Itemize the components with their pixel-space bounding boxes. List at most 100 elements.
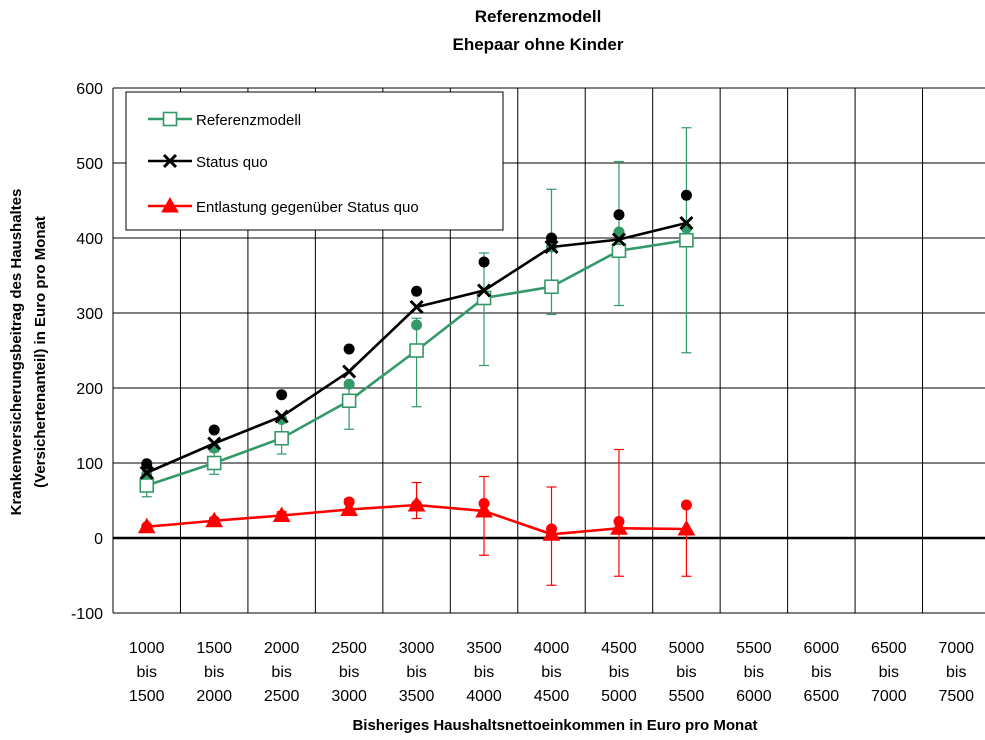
x-tick-label: 6500 bbox=[871, 640, 907, 657]
x-axis-label: Bisheriges Haushaltsnettoeinkommen in Eu… bbox=[352, 717, 757, 734]
point-status-quo bbox=[139, 465, 154, 480]
x-tick-label: 3000 bbox=[331, 688, 367, 705]
y-tick-label: 600 bbox=[76, 81, 103, 98]
y-tick-label: 200 bbox=[76, 381, 103, 398]
y-axis-label-line2: (Versichertenanteil) in Euro pro Monat bbox=[32, 216, 49, 488]
y-axis-ticks: -100 0 100 200 300 400 500 600 bbox=[71, 81, 103, 623]
point-entlastung bbox=[407, 495, 426, 512]
x-tick-label: 1000 bbox=[129, 640, 165, 657]
x-tick-label: 3500 bbox=[466, 640, 502, 657]
x-axis-ticks: 1000 bis 1500 1500 bis 2000 2000 bis 2500 2500 bis… bbox=[129, 640, 974, 705]
point-referenzmodell bbox=[611, 243, 627, 259]
dot-referenzmodell bbox=[343, 378, 355, 390]
x-tick-label: 1500 bbox=[129, 688, 165, 705]
x-tick-label: 4500 bbox=[601, 640, 637, 657]
x-tick-label: bis bbox=[946, 664, 966, 681]
series bbox=[137, 127, 696, 586]
legend: Referenzmodell Status quo Entlastung geg… bbox=[125, 91, 504, 231]
point-entlastung bbox=[272, 506, 291, 522]
point-entlastung bbox=[137, 517, 156, 534]
dot-status-quo bbox=[411, 285, 423, 297]
y-tick-label: 500 bbox=[76, 156, 103, 173]
x-tick-label: 6000 bbox=[804, 640, 840, 657]
series-status-quo bbox=[139, 189, 694, 480]
legend-label-entlastung: Entlastung gegenüber Status quo bbox=[196, 199, 419, 216]
x-tick-label: 2500 bbox=[331, 640, 367, 657]
x-tick-label: bis bbox=[406, 664, 426, 681]
chart-subtitle: Ehepaar ohne Kinder bbox=[453, 35, 624, 54]
dot-entlastung bbox=[680, 499, 692, 511]
dot-referenzmodell bbox=[411, 319, 423, 331]
y-tick-label: 300 bbox=[76, 306, 103, 323]
point-referenzmodell bbox=[409, 343, 424, 358]
x-tick-label: bis bbox=[271, 664, 291, 681]
dot-status-quo bbox=[343, 343, 355, 355]
dot-status-quo bbox=[141, 458, 153, 470]
point-referenzmodell bbox=[341, 393, 357, 409]
point-entlastung bbox=[677, 519, 696, 536]
x-tick-label: 2000 bbox=[264, 640, 300, 657]
dot-status-quo bbox=[208, 424, 220, 436]
x-tick-label: 4500 bbox=[534, 688, 570, 705]
point-status-quo bbox=[611, 232, 627, 247]
x-tick-label: 2500 bbox=[264, 688, 300, 705]
legend-marker-entlastung bbox=[161, 196, 179, 213]
dot-status-quo bbox=[546, 232, 557, 244]
legend-marker-referenzmodell bbox=[162, 111, 178, 127]
x-tick-label: 4000 bbox=[466, 688, 502, 705]
point-status-quo bbox=[409, 299, 424, 315]
x-tick-label: 4000 bbox=[534, 640, 570, 657]
point-entlastung bbox=[205, 511, 224, 528]
x-tick-label: bis bbox=[474, 664, 494, 681]
x-tick-label: bis bbox=[541, 664, 561, 681]
x-tick-label: bis bbox=[811, 664, 831, 681]
dot-status-quo bbox=[276, 389, 288, 401]
x-tick-label: 7500 bbox=[938, 688, 974, 705]
x-tick-label: bis bbox=[609, 664, 629, 681]
x-tick-label: 7000 bbox=[938, 640, 974, 657]
x-tick-label: bis bbox=[339, 664, 359, 681]
x-tick-label: 5000 bbox=[601, 688, 637, 705]
series-entlastung bbox=[137, 448, 696, 586]
point-entlastung bbox=[475, 501, 493, 518]
point-entlastung bbox=[340, 500, 358, 516]
x-tick-label: bis bbox=[676, 664, 696, 681]
point-status-quo bbox=[544, 239, 559, 255]
point-referenzmodell bbox=[274, 430, 289, 446]
dot-status-quo bbox=[478, 256, 490, 268]
x-tick-label: 7000 bbox=[871, 688, 907, 705]
point-entlastung bbox=[610, 519, 628, 535]
legend-marker-status-quo bbox=[162, 153, 178, 169]
point-referenzmodell bbox=[206, 455, 222, 471]
chart-title: Referenzmodell bbox=[475, 7, 602, 26]
x-tick-label: 5000 bbox=[669, 640, 705, 657]
point-status-quo bbox=[476, 283, 492, 298]
x-tick-label: 3500 bbox=[399, 688, 435, 705]
x-tick-label: 1500 bbox=[196, 640, 232, 657]
y-axis-label-line1: Krankenversicherungsbeitrag des Haushalt… bbox=[8, 189, 25, 516]
x-tick-label: 5500 bbox=[736, 640, 772, 657]
x-tick-label: 5500 bbox=[669, 688, 705, 705]
y-tick-label: 100 bbox=[76, 456, 103, 473]
x-tick-label: bis bbox=[137, 664, 157, 681]
x-tick-label: 2000 bbox=[196, 688, 232, 705]
y-tick-label: -100 bbox=[71, 606, 103, 623]
x-tick-label: 3000 bbox=[399, 640, 435, 657]
x-tick-label: bis bbox=[204, 664, 224, 681]
x-tick-label: bis bbox=[744, 664, 764, 681]
x-tick-label: 6500 bbox=[804, 688, 840, 705]
point-status-quo bbox=[274, 409, 289, 424]
point-referenzmodell bbox=[139, 478, 155, 493]
dot-status-quo bbox=[613, 209, 625, 221]
point-entlastung bbox=[542, 525, 561, 541]
point-status-quo bbox=[207, 436, 222, 451]
point-referenzmodell bbox=[544, 279, 559, 295]
dot-status-quo bbox=[680, 189, 692, 201]
point-referenzmodell bbox=[679, 232, 694, 248]
x-tick-label: 6000 bbox=[736, 688, 772, 705]
point-status-quo bbox=[342, 364, 357, 379]
y-tick-label: 400 bbox=[76, 231, 103, 248]
x-tick-label: bis bbox=[879, 664, 899, 681]
point-status-quo bbox=[679, 215, 694, 231]
